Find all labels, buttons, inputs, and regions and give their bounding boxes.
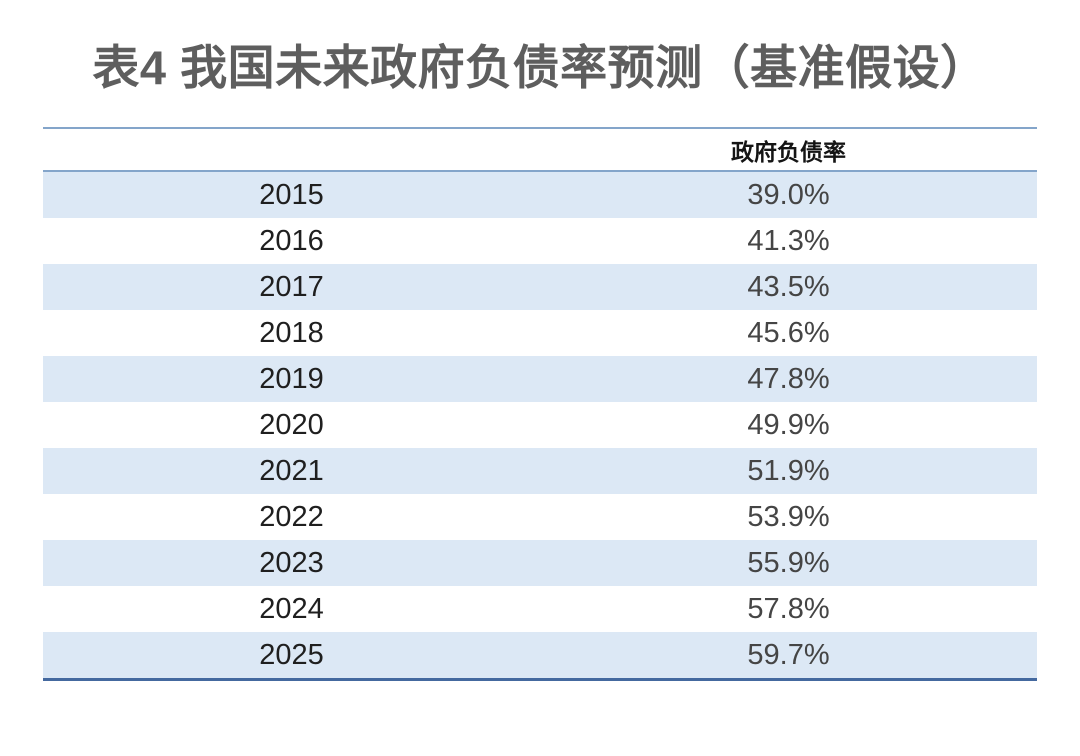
table-body: 2015 39.0% 2016 41.3% 2017 43.5% 2018 45.6% 2019… — [43, 171, 1037, 680]
year-cell: 2022 — [259, 500, 324, 533]
ratio-cell: 43.5% — [747, 270, 830, 303]
table-row: 2021 51.9% — [43, 448, 1037, 494]
year-cell: 2021 — [259, 454, 324, 487]
table-row: 2025 59.7% — [43, 632, 1037, 680]
year-cell: 2016 — [259, 224, 324, 257]
table-row: 2024 57.8% — [43, 586, 1037, 632]
table-row: 2018 45.6% — [43, 310, 1037, 356]
table-title: 表4 我国未来政府负债率预测（基准假设） — [92, 41, 988, 94]
table-row: 2016 41.3% — [43, 218, 1037, 264]
year-cell: 2017 — [259, 270, 324, 303]
table-row: 2017 43.5% — [43, 264, 1037, 310]
ratio-cell: 59.7% — [747, 638, 830, 671]
table-row: 2015 39.0% — [43, 171, 1037, 218]
year-cell: 2015 — [259, 178, 324, 211]
year-cell: 2025 — [259, 638, 324, 671]
table-row: 2022 53.9% — [43, 494, 1037, 540]
ratio-column-header: 政府负债率 — [731, 138, 846, 165]
year-cell: 2024 — [259, 592, 324, 625]
ratio-cell: 49.9% — [747, 408, 830, 441]
debt-forecast-table: 政府负债率 2015 39.0% 2016 41.3% 2017 43.5% 2018 45.… — [43, 127, 1037, 681]
table-row: 2020 49.9% — [43, 402, 1037, 448]
table-row: 2023 55.9% — [43, 540, 1037, 586]
year-cell: 2018 — [259, 316, 324, 349]
table-row: 2019 47.8% — [43, 356, 1037, 402]
table-header-row: 政府负债率 — [43, 128, 1037, 171]
ratio-cell: 41.3% — [747, 224, 830, 257]
ratio-cell: 47.8% — [747, 362, 830, 395]
ratio-cell: 57.8% — [747, 592, 830, 625]
year-cell: 2023 — [259, 546, 324, 579]
ratio-cell: 53.9% — [747, 500, 830, 533]
year-column-header — [43, 128, 540, 171]
year-cell: 2019 — [259, 362, 324, 395]
ratio-cell: 39.0% — [747, 178, 830, 211]
ratio-cell: 55.9% — [747, 546, 830, 579]
year-cell: 2020 — [259, 408, 324, 441]
ratio-cell: 51.9% — [747, 454, 830, 487]
ratio-cell: 45.6% — [747, 316, 830, 349]
